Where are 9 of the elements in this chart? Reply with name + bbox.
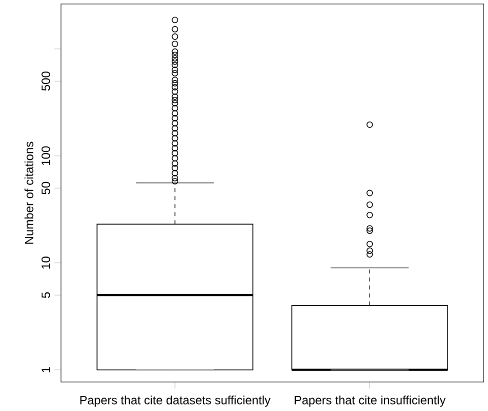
y-tick-label: 500 [42, 72, 50, 91]
x-tick-label: Papers that cite datasets sufficiently [80, 396, 271, 407]
y-axis-title: Number of citations [24, 142, 34, 244]
y-tick-label: 10 [42, 256, 50, 269]
y-tick-label: 100 [42, 146, 50, 166]
x-tick-label: Papers that cite insufficiently [294, 396, 446, 407]
y-tick-label: 50 [42, 182, 50, 194]
y-tick-label: 5 [42, 292, 50, 298]
y-tick-label: 1 [42, 367, 50, 372]
